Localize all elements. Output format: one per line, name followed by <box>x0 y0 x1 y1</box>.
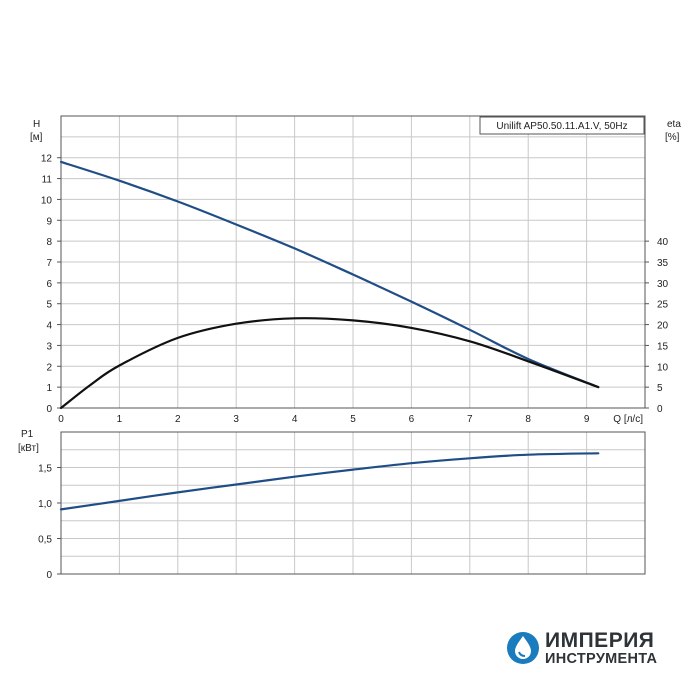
top-y-left-tick-label: 7 <box>46 258 52 269</box>
bottom-y-tick-label: 1,0 <box>38 499 52 510</box>
brand-water-drop-icon <box>507 632 539 664</box>
top-y-right-tick-label: 15 <box>657 341 669 352</box>
top-x-tick-label: 9 <box>584 414 590 425</box>
top-y-left-tick-label: 3 <box>46 341 52 352</box>
bottom-y-axis-unit: [кВт] <box>18 443 39 454</box>
top-y-left-tick-label: 0 <box>46 404 52 415</box>
top-y-left-tick-label: 11 <box>42 175 53 186</box>
top-y-right-tick-label: 0 <box>657 404 663 415</box>
top-y-left-tick-label: 9 <box>46 216 52 227</box>
top-x-tick-label: 3 <box>233 414 239 425</box>
top-y-right-tick-label: 35 <box>657 258 669 269</box>
head-curve-line <box>59 160 600 389</box>
top-y-right-tick-label: 20 <box>657 321 669 332</box>
top-y-left-tick-label: 10 <box>41 195 53 206</box>
top-x-axis-label: Q [л/с] <box>613 414 643 425</box>
top-y-left-axis-name: H <box>33 119 40 130</box>
top-y-right-tick-label: 10 <box>657 362 669 373</box>
top-y-left-tick-label: 2 <box>46 362 52 373</box>
top-x-tick-label: 2 <box>175 414 181 425</box>
bottom-y-tick-label: 0 <box>46 570 52 581</box>
top-chart-title: Unilift AP50.50.11.A1.V, 50Hz <box>496 121 627 132</box>
top-x-tick-label: 7 <box>467 414 473 425</box>
brand-name-line2: ИНСТРУМЕНТА <box>545 651 658 667</box>
power-curve-line <box>59 452 600 511</box>
top-y-right-tick-label: 5 <box>657 383 663 394</box>
bottom-y-tick-label: 0,5 <box>38 535 52 546</box>
top-y-left-axis-unit: [м] <box>30 132 43 143</box>
top-x-tick-label: 1 <box>117 414 123 425</box>
top-y-right-tick-label: 30 <box>657 279 669 290</box>
top-x-tick-label: 0 <box>58 414 64 425</box>
top-title-box <box>479 116 645 135</box>
top-x-tick-label: 6 <box>409 414 415 425</box>
top-y-left-tick-label: 12 <box>41 154 53 165</box>
top-x-tick-label: 8 <box>525 414 531 425</box>
top-y-left-tick-label: 6 <box>46 279 52 290</box>
top-y-left-tick-label: 1 <box>46 383 52 394</box>
top-x-tick-label: 5 <box>350 414 356 425</box>
brand-logo: ИМПЕРИЯ ИНСТРУМЕНТА <box>505 628 675 672</box>
top-y-right-axis-unit: [%] <box>665 132 680 143</box>
top-y-left-tick-label: 4 <box>46 321 52 332</box>
top-y-right-tick-label: 40 <box>657 237 669 248</box>
top-y-right-tick-label: 25 <box>657 300 669 311</box>
top-y-left-tick-label: 5 <box>46 300 52 311</box>
top-y-left-tick-label: 8 <box>46 237 52 248</box>
top-y-right-axis-name: eta <box>667 119 681 130</box>
efficiency-curve-line <box>59 317 600 410</box>
brand-name-line1: ИМПЕРИЯ <box>545 629 655 652</box>
bottom-y-tick-label: 1,5 <box>38 464 52 475</box>
bottom-y-axis-name: P1 <box>21 429 34 440</box>
top-x-tick-label: 4 <box>292 414 298 425</box>
